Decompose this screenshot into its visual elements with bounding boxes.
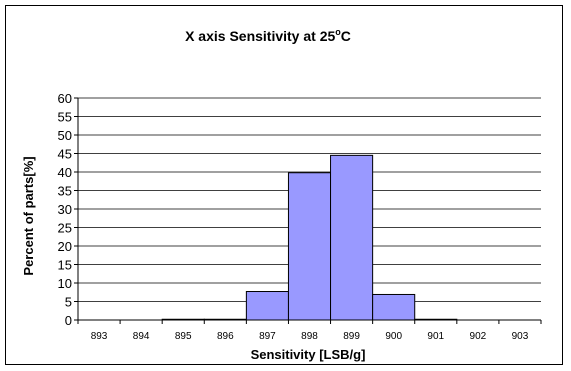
- axes: [74, 97, 542, 324]
- x-tick-label: 898: [301, 331, 318, 342]
- y-tick-label: 25: [58, 221, 72, 236]
- histogram-chart: X axis Sensitivity at 25oC 0 5 10 15 20 25 30 3…: [21, 27, 542, 362]
- y-tick-label: 50: [58, 128, 72, 143]
- x-tick-label: 902: [470, 331, 487, 342]
- chart-title: X axis Sensitivity at 25oC: [185, 27, 351, 44]
- histogram-bar: [287, 172, 332, 321]
- x-tick-label: 895: [175, 331, 192, 342]
- x-tick-label: 900: [385, 331, 402, 342]
- histogram-bar: [245, 291, 289, 321]
- x-tick-label: 899: [343, 331, 360, 342]
- y-tick-label: 40: [58, 165, 72, 180]
- chart-title-main: X axis Sensitivity at 25: [185, 28, 335, 44]
- gridlines: [78, 97, 541, 302]
- x-tick-label: 896: [217, 331, 234, 342]
- x-axis-label: Sensitivity [LSB/g]: [251, 347, 366, 362]
- y-tick-label: 20: [58, 239, 72, 254]
- x-tick-label: 893: [91, 331, 108, 342]
- y-tick-label: 35: [58, 184, 72, 199]
- y-tick-label: 15: [58, 258, 72, 273]
- x-tick-label: 897: [259, 331, 276, 342]
- histogram-bar: [330, 154, 374, 321]
- y-tick-label: 5: [65, 295, 72, 310]
- y-tick-label: 45: [58, 147, 72, 162]
- x-tick-label: 894: [133, 331, 150, 342]
- y-tick-label: 30: [58, 202, 72, 217]
- x-tick-labels: 893 894 895 896 897 898 899 900 901 902 903: [91, 331, 529, 342]
- y-axis-label: Percent of parts[%]: [21, 156, 36, 275]
- chart-frame: X axis Sensitivity at 25oC 0 5 10 15 20 25 30 3…: [5, 5, 563, 365]
- y-tick-label: 60: [58, 91, 72, 106]
- bars: [161, 154, 458, 321]
- y-tick-label: 0: [65, 313, 72, 328]
- y-tick-label: 55: [58, 110, 72, 125]
- chart-title-unit: C: [341, 28, 351, 44]
- chart-title-degree: o: [335, 27, 341, 37]
- x-tick-label: 901: [427, 331, 444, 342]
- histogram-bar: [372, 293, 416, 321]
- y-tick-label: 10: [58, 276, 72, 291]
- y-tick-labels: 0 5 10 15 20 25 30 35 40 45 50 55 60: [58, 91, 72, 328]
- x-tick-label: 903: [512, 331, 529, 342]
